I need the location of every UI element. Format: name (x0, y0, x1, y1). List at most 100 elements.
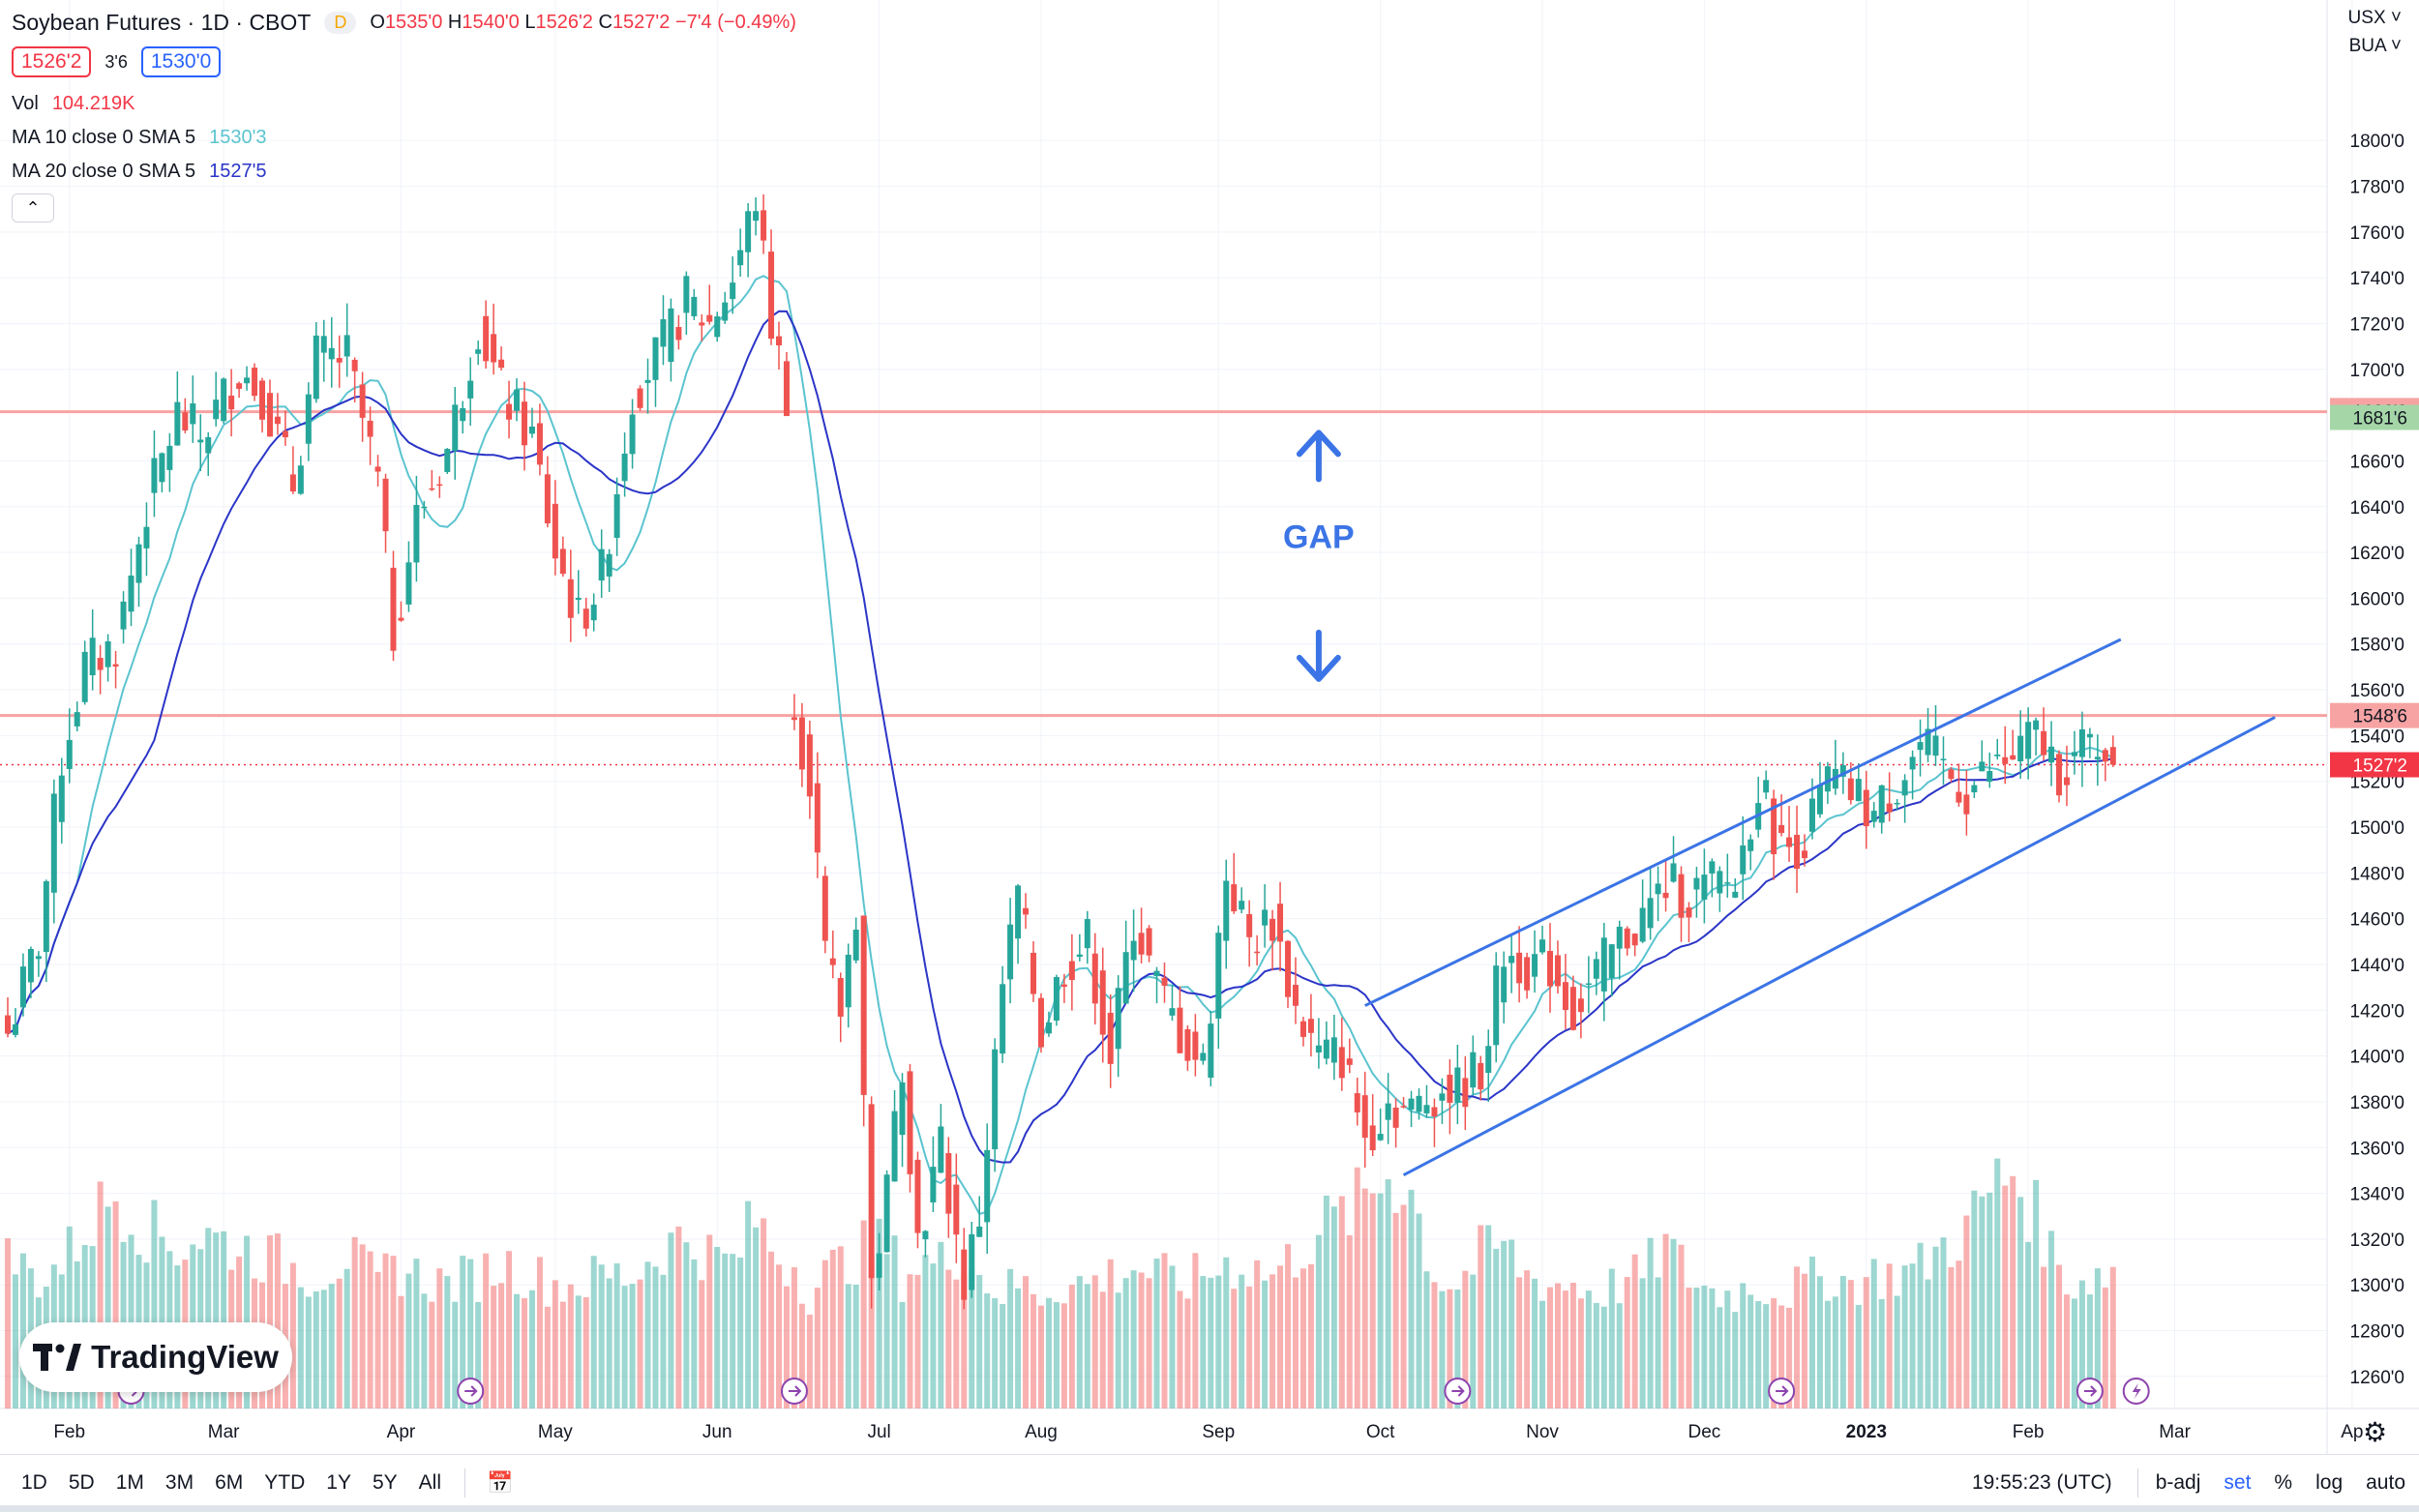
dividend-icon[interactable] (1768, 1378, 1796, 1405)
volume-bar (320, 1290, 327, 1408)
candle (1732, 877, 1739, 899)
candle (81, 640, 88, 705)
volume-legend[interactable]: Vol 104.219K (12, 93, 135, 114)
x-tick-label: Feb (2013, 1422, 2045, 1442)
dividend-icon[interactable] (457, 1378, 485, 1405)
volume-bar (1060, 1303, 1067, 1408)
candle (1686, 902, 1692, 942)
candle-body (2056, 754, 2063, 796)
log-toggle[interactable]: log (2315, 1471, 2344, 1494)
candle (1554, 940, 1561, 994)
candle-body (89, 637, 96, 676)
volume-bar (1254, 1260, 1261, 1408)
candle-body (1948, 769, 1955, 780)
b-adj-toggle[interactable]: b-adj (2155, 1471, 2201, 1494)
range-1y[interactable]: 1Y (326, 1471, 351, 1494)
currency-selector[interactable]: USX ˅ (2347, 8, 2402, 28)
candle-body (1091, 953, 1098, 1004)
volume-bar (1855, 1304, 1862, 1408)
x-tick-label: Aug (1025, 1422, 1058, 1442)
range-3m[interactable]: 3M (164, 1471, 194, 1494)
candle-body (1277, 904, 1284, 942)
percent-toggle[interactable]: % (2274, 1471, 2293, 1494)
candle-body (2010, 755, 2016, 760)
tradingview-logo[interactable]: TradingView (19, 1322, 292, 1392)
candle-body (1107, 1012, 1114, 1064)
range-5d[interactable]: 5D (68, 1471, 95, 1494)
volume-bar (930, 1263, 937, 1408)
range-1d[interactable]: 1D (21, 1471, 47, 1494)
dividend-icon[interactable] (780, 1378, 808, 1405)
volume-bar (1307, 1263, 1314, 1408)
change-value: −7'4 (−0.49%) (674, 12, 796, 33)
volume-bar (1292, 1277, 1299, 1408)
auto-toggle[interactable]: auto (2366, 1471, 2405, 1494)
gear-icon[interactable]: ⚙ (2363, 1417, 2388, 1447)
candle-body (1231, 884, 1238, 912)
ma20-legend[interactable]: MA 20 close 0 SMA 5 1527'5 (12, 161, 267, 182)
price-tag-label: 1527'2 (2353, 756, 2407, 777)
volume-bar (1547, 1287, 1553, 1408)
ma10-legend[interactable]: MA 10 close 0 SMA 5 1530'3 (12, 127, 267, 148)
range-all[interactable]: All (418, 1471, 441, 1494)
dividend-icon[interactable] (2076, 1378, 2104, 1405)
session-toggle[interactable]: set (2224, 1471, 2252, 1494)
candle (806, 720, 813, 819)
volume-bar (768, 1251, 775, 1408)
candle (891, 1089, 898, 1182)
candle (1254, 934, 1261, 965)
symbol-title[interactable]: Soybean Futures · 1D · CBOT (12, 10, 312, 35)
range-6m[interactable]: 6M (215, 1471, 244, 1494)
volume-bar (1439, 1290, 1446, 1408)
range-5y[interactable]: 5Y (372, 1471, 398, 1494)
candle (629, 399, 636, 469)
volume-bar (629, 1284, 636, 1408)
volume-bar (1454, 1290, 1461, 1408)
candle (1516, 926, 1523, 1003)
candle (1894, 799, 1900, 811)
clock-time[interactable]: 19:55:23 (UTC) (1971, 1471, 2112, 1494)
unit-selector[interactable]: BUA ˅ (2348, 36, 2402, 56)
candle (143, 502, 150, 577)
volume-bar (1099, 1291, 1106, 1408)
dividend-icon[interactable] (1444, 1378, 1472, 1405)
volume-bar (845, 1284, 851, 1408)
candle-body (1130, 940, 1137, 961)
candle-body (1994, 754, 2001, 756)
candle-body (1894, 802, 1900, 805)
volume-bar (1839, 1276, 1846, 1408)
volume-bar (1470, 1274, 1477, 1408)
volume-bar (2010, 1175, 2016, 1408)
x-tick-label: Jun (702, 1422, 732, 1442)
y-tick-label: 1440'0 (2350, 956, 2404, 976)
candle (1763, 770, 1770, 800)
volume-bar (675, 1226, 682, 1408)
volume-bar (467, 1259, 474, 1408)
candle (1208, 1010, 1214, 1087)
candle-body (1115, 988, 1121, 1050)
bid-chip[interactable]: 1526'2 (12, 46, 92, 77)
volume-bar (521, 1297, 527, 1408)
candle-body (382, 478, 389, 532)
volume-bar (506, 1251, 513, 1408)
volume-bar (1709, 1288, 1716, 1408)
earnings-icon[interactable] (2122, 1378, 2150, 1405)
price-tag: 1548'6 (2330, 702, 2419, 728)
volume-bar (2102, 1287, 2108, 1408)
range-1m[interactable]: 1M (115, 1471, 144, 1494)
candle-body (374, 466, 381, 472)
candle (1215, 925, 1222, 1050)
collapse-legend-button[interactable]: ⌃ (12, 193, 54, 222)
candle-body (1192, 1031, 1199, 1060)
candle (1878, 785, 1885, 834)
d-badge[interactable]: D (324, 12, 357, 34)
candle (1709, 858, 1716, 898)
candle-body (1569, 987, 1576, 1030)
candle (1007, 898, 1014, 1004)
candle (1091, 933, 1098, 1025)
date-range-icon[interactable]: 📅 (487, 1470, 514, 1495)
range-ytd[interactable]: YTD (264, 1471, 306, 1494)
candle (2056, 750, 2063, 803)
ask-chip[interactable]: 1530'0 (140, 46, 222, 77)
